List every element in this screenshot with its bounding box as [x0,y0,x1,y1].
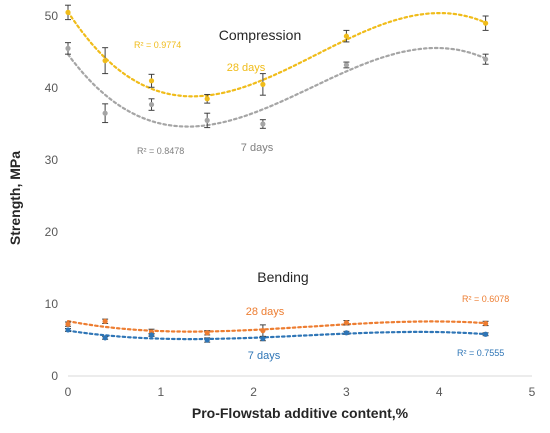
bend7-r2-label: R² = 0.7555 [457,348,504,358]
x-tick-label: 0 [65,385,72,399]
bend7-data-point [343,330,349,336]
x-tick-label: 2 [250,385,257,399]
comp28-data-point [260,81,266,87]
comp28-days-label: 28 days [227,62,266,74]
comp28-trendline [66,10,487,98]
error-bars [65,4,489,343]
y-tick-label: 40 [45,81,59,95]
y-axis-title: Strength, MPa [7,151,23,245]
comp7-trendline [66,46,487,128]
bending-title: Bending [257,269,308,285]
bend28-data-point [343,320,349,326]
comp7-data-point [483,56,489,62]
bend7-days-label: 7 days [248,350,281,362]
bend28-trendline [66,320,487,333]
comp28-data-point [483,20,489,26]
x-tick-label: 5 [529,385,536,399]
trendlines [66,10,487,341]
bend28-data-point [204,330,210,336]
bend28-data-point [260,328,266,334]
bend7-trendline [66,329,487,341]
comp28-data-point [343,33,349,39]
bend28-r2-label: R² = 0.6078 [462,294,509,304]
compression-title: Compression [219,27,301,43]
comp28-r2-label: R² = 0.9774 [134,40,181,50]
comp28-data-point [102,58,108,64]
comp28-data-point [65,9,71,15]
x-tick-label: 4 [436,385,443,399]
comp7-data-point [148,101,155,108]
comp7-r2-label: R² = 0.8478 [137,146,184,156]
comp7-data-point [260,121,266,127]
y-tick-label: 20 [45,225,59,239]
x-tick-labels: 0 1 2 3 4 5 [65,385,536,399]
y-tick-label: 10 [45,297,59,311]
plot-area [65,4,532,377]
bend28-data-point [65,321,71,327]
bend28-data-point [102,318,108,324]
y-tick-label: 50 [45,9,59,23]
comp7-days-label: 7 days [241,142,274,154]
bend7-data-point [204,337,210,343]
x-tick-label: 3 [343,385,350,399]
comp28-data-point [204,96,210,102]
y-tick-label: 0 [51,369,58,383]
bend7-data-point [148,332,155,338]
comp7-data-point [204,117,210,123]
bend7-data-point [65,327,71,333]
x-tick-label: 1 [157,385,164,399]
y-tick-label: 30 [45,153,59,167]
x-axis-title: Pro-Flowstab additive content,% [192,405,409,421]
bend7-data-point [260,335,266,342]
comp7-data-point [65,45,71,52]
comp7-data-point [343,62,349,68]
bend7-data-point [483,331,489,337]
comp7-data-point [102,110,108,116]
bend28-days-label: 28 days [246,306,285,318]
comp28-data-point [148,78,155,84]
bend7-data-point [102,335,108,341]
y-tick-labels: 0 10 20 30 40 50 [45,9,59,383]
bend28-data-point [483,320,489,327]
data-points [65,9,489,343]
